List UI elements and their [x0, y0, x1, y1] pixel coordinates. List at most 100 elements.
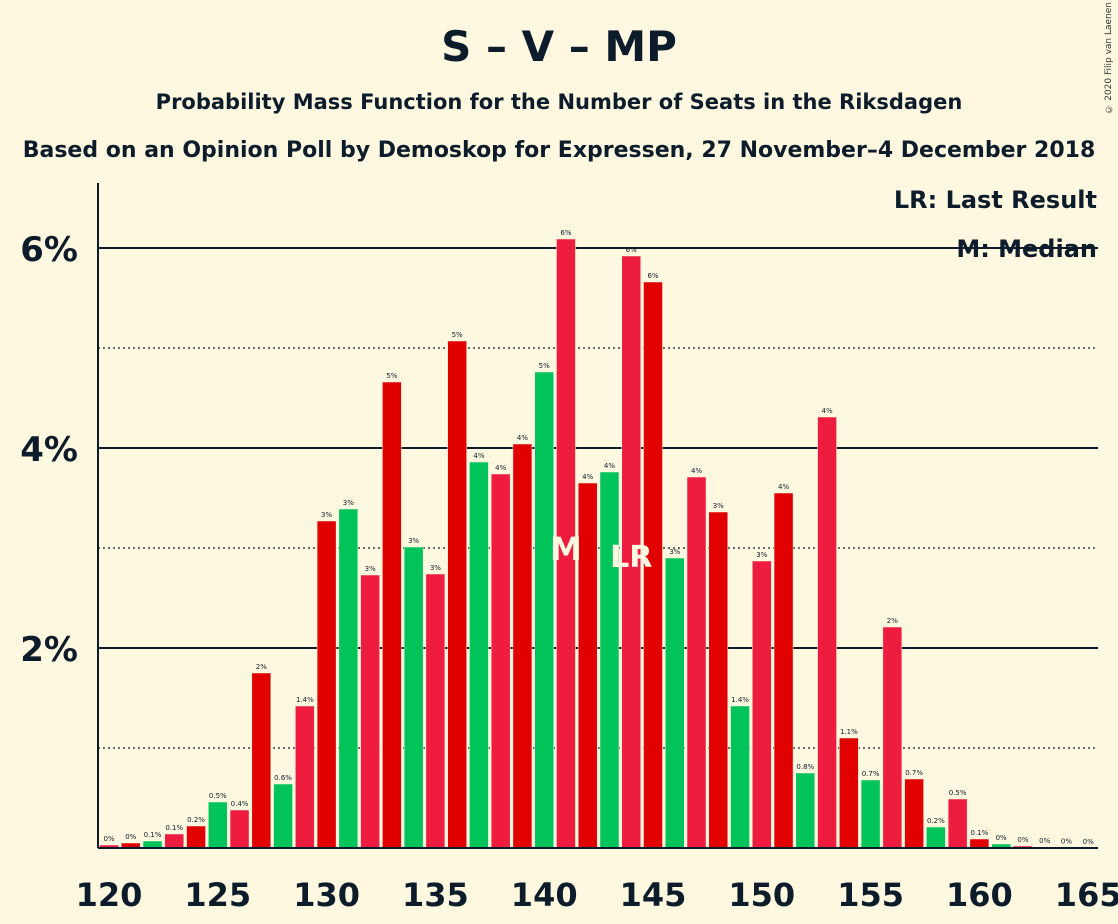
bar [273, 783, 293, 849]
bar-label: 3% [365, 565, 376, 573]
bar-label: 0% [103, 835, 114, 843]
bar-label: 2% [256, 663, 267, 671]
x-tick-label: 150 [728, 876, 795, 914]
bar [926, 826, 946, 849]
bar [534, 371, 554, 849]
bar [469, 461, 489, 849]
bar [752, 560, 772, 849]
bar-label: 3% [669, 548, 680, 556]
bar [904, 778, 924, 849]
bar-label: 0% [1083, 838, 1094, 846]
bar-label: 4% [517, 434, 528, 442]
bar-label: 3% [321, 511, 332, 519]
y-tick-label: 2% [20, 630, 78, 670]
bar [251, 672, 272, 849]
bar-label: 0% [125, 833, 136, 841]
x-tick-label: 135 [402, 876, 469, 914]
bar-label: 3% [430, 564, 441, 572]
bar [817, 416, 837, 849]
bar-label: 4% [604, 462, 615, 470]
bar [338, 508, 359, 849]
legend-last-result: LR: Last Result [894, 186, 1097, 214]
chart-subtitle: Probability Mass Function for the Number… [155, 90, 963, 114]
bar-label: 3% [713, 502, 724, 510]
bar-label: 0.1% [165, 824, 183, 832]
bar [186, 825, 206, 849]
median-marker: M [550, 530, 582, 568]
bar [686, 476, 707, 849]
x-tick-label: 160 [946, 876, 1013, 914]
axes: 2% 4% 6% 120 125 130 135 140 145 150 155 160 165 [20, 183, 1118, 914]
bar [512, 443, 533, 849]
chart-title: S – V – MP [441, 22, 677, 71]
bar [360, 574, 380, 849]
x-tick-label: 140 [511, 876, 578, 914]
bars: 0% 0% 0.1% 0.1% 0.2% 0.5% 0.4% 2% 0.6% 1.4% 3% 3% 3%… [99, 229, 1098, 849]
bar-label: 0.2% [927, 817, 945, 825]
bar-label: 0.4% [231, 800, 249, 808]
bar [382, 381, 402, 849]
bar [860, 779, 881, 849]
bar [947, 798, 968, 849]
bar [839, 737, 859, 849]
bar [599, 471, 620, 849]
bar [295, 705, 315, 849]
bar-label: 5% [452, 331, 463, 339]
legend-median: M: Median [956, 235, 1097, 263]
x-tick-label: 130 [293, 876, 360, 914]
bar-label: 5% [386, 372, 397, 380]
bar [403, 546, 424, 849]
bar-label: 4% [691, 467, 702, 475]
bar-label: 4% [582, 473, 593, 481]
x-tick-label: 165 [1055, 876, 1118, 914]
bar-label: 6% [626, 246, 637, 254]
bar-label: 4% [778, 483, 789, 491]
bar-label: 0% [996, 834, 1007, 842]
grid-lines [98, 247, 1098, 749]
bar [665, 557, 685, 849]
bar-label: 3% [756, 551, 767, 559]
bar [447, 340, 467, 849]
bar-label: 6% [647, 272, 658, 280]
bar [795, 772, 816, 849]
bar-label: 0.7% [905, 769, 923, 777]
bar-label: 4% [473, 452, 484, 460]
bar-label: 0.1% [971, 829, 989, 837]
bar [142, 840, 163, 849]
bar-label: 0.6% [274, 774, 292, 782]
last-result-marker: LR [610, 540, 652, 575]
chart-source: Based on an Opinion Poll by Demoskop for… [22, 138, 1096, 163]
bar-label: 1.4% [296, 696, 314, 704]
bar-label: 0.5% [949, 789, 967, 797]
bar-label: 0% [1039, 837, 1050, 845]
bar-label: 0.8% [796, 763, 814, 771]
bar-label: 0.5% [209, 792, 227, 800]
bar-label: 4% [822, 407, 833, 415]
bar [490, 473, 511, 849]
bar [882, 626, 903, 849]
bar-label: 3% [408, 537, 419, 545]
bar-label: 5% [539, 362, 550, 370]
bar-label: 2% [887, 617, 898, 625]
bar [730, 705, 750, 849]
bar-label: 0.7% [862, 770, 880, 778]
bar-label: 1.1% [840, 728, 858, 736]
bar [708, 511, 729, 849]
bar [229, 809, 250, 849]
bar-label: 0% [1017, 836, 1028, 844]
bar-label: 0% [1061, 838, 1072, 846]
bar-label: 1.4% [731, 696, 749, 704]
x-tick-label: 145 [620, 876, 687, 914]
bar [316, 520, 337, 849]
bar-label: 0.2% [187, 816, 205, 824]
bar [969, 838, 990, 849]
y-tick-label: 6% [20, 230, 78, 270]
bar [164, 833, 185, 849]
bar [208, 801, 228, 849]
y-tick-label: 4% [20, 430, 78, 470]
x-tick-label: 125 [184, 876, 251, 914]
bar-label: 6% [560, 229, 571, 237]
bar [425, 573, 446, 849]
x-tick-label: 120 [76, 876, 143, 914]
